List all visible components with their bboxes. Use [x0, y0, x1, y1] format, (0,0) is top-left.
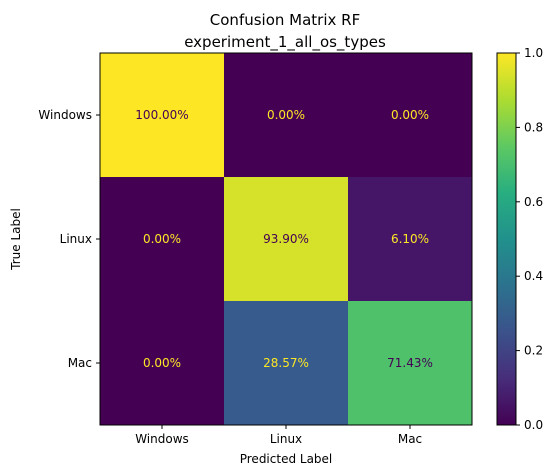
colorbar-ticks: 0.0 0.2 0.4 0.6 0.8 1.0	[516, 46, 543, 432]
chart-subtitle: experiment_1_all_os_types	[184, 33, 386, 52]
cell-value-label: 28.57%	[263, 356, 309, 370]
cell-value-label: 0.00%	[143, 356, 181, 370]
cell-value-label: 6.10%	[391, 232, 429, 246]
x-tick-label: Mac	[398, 432, 422, 446]
heatmap-cell	[348, 53, 472, 177]
heatmap-cells: 100.00% 0.00% 0.00% 0.00% 93.90% 6.10% 0.00% 28…	[100, 53, 472, 425]
colorbar-tick-label: 0.2	[524, 344, 543, 358]
chart-title: Confusion Matrix RF	[210, 11, 360, 29]
x-axis-ticks: Windows Linux Mac	[135, 425, 422, 446]
cell-value-label: 93.90%	[263, 232, 309, 246]
heatmap-cell	[100, 301, 224, 425]
cell-value-label: 71.43%	[387, 356, 433, 370]
colorbar-tick-label: 0.8	[524, 120, 543, 134]
heatmap-cell	[100, 53, 224, 177]
cell-value-label: 0.00%	[391, 108, 429, 122]
y-tick-label: Windows	[38, 108, 92, 122]
heatmap-cell	[348, 177, 472, 301]
x-tick-label: Linux	[270, 432, 302, 446]
cell-value-label: 0.00%	[267, 108, 305, 122]
colorbar	[496, 52, 517, 426]
x-tick-label: Windows	[135, 432, 189, 446]
colorbar-tick-label: 1.0	[524, 46, 543, 60]
heatmap-cell	[224, 301, 348, 425]
heatmap-cell	[224, 177, 348, 301]
y-axis-label: True Label	[9, 208, 23, 271]
cell-value-label: 100.00%	[135, 108, 188, 122]
y-axis-ticks: Windows Linux Mac	[38, 108, 100, 370]
heatmap-cell	[224, 53, 348, 177]
x-axis-label: Predicted Label	[240, 452, 333, 466]
y-tick-label: Mac	[68, 356, 92, 370]
heatmap-cell	[348, 301, 472, 425]
colorbar-tick-label: 0.4	[524, 269, 543, 283]
cell-value-label: 0.00%	[143, 232, 181, 246]
colorbar-tick-label: 0.0	[524, 418, 543, 432]
colorbar-tick-label: 0.6	[524, 195, 543, 209]
y-tick-label: Linux	[60, 232, 92, 246]
heatmap-cell	[100, 177, 224, 301]
